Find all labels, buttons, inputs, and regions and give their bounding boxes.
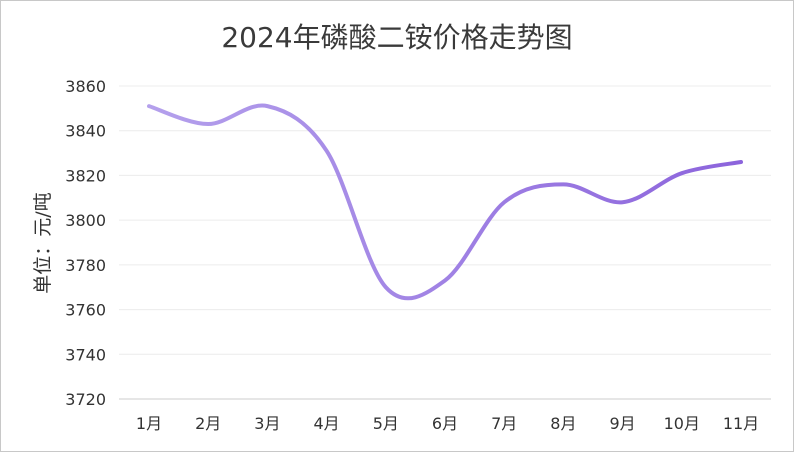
y-tick-label: 3840	[65, 122, 106, 141]
y-tick-label: 3760	[65, 301, 106, 320]
x-tick-label: 11月	[723, 414, 759, 433]
x-tick-label: 3月	[254, 414, 280, 433]
y-axis-label: 单位：元/吨	[32, 192, 54, 293]
y-axis-ticks: 3720 3740 3760 3780 3800 3820 3840 3860	[65, 77, 106, 409]
y-tick-label: 3780	[65, 256, 106, 275]
x-tick-label: 1月	[136, 414, 162, 433]
chart-title: 2024年磷酸二铵价格走势图	[221, 21, 572, 54]
x-tick-label: 8月	[550, 414, 576, 433]
x-tick-label: 2月	[195, 414, 221, 433]
x-axis-ticks: 1月 2月 3月 4月 5月 6月 7月 8月 9月 10月 11月	[136, 414, 759, 433]
x-tick-label: 5月	[373, 414, 399, 433]
x-tick-label: 9月	[610, 414, 636, 433]
grid-lines	[119, 85, 771, 355]
series-line	[147, 103, 743, 301]
y-tick-label: 3860	[65, 77, 106, 96]
y-tick-label: 3800	[65, 211, 106, 230]
x-tick-label: 10月	[664, 414, 700, 433]
x-tick-label: 6月	[432, 414, 458, 433]
y-tick-label: 3740	[65, 345, 106, 364]
x-tick-label: 4月	[314, 414, 340, 433]
x-tick-label: 7月	[491, 414, 517, 433]
y-tick-label: 3820	[65, 166, 106, 185]
y-tick-label: 3720	[65, 390, 106, 409]
